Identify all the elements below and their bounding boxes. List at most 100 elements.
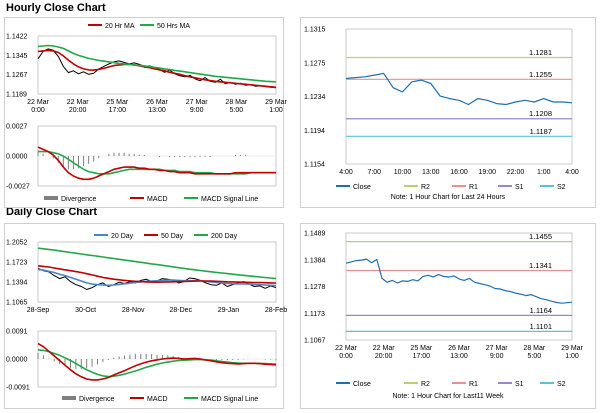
daily-price-xtick-label: 29-Jan (218, 307, 240, 314)
daily-macd-legend-0-label: Divergence (79, 396, 115, 403)
daily-price-xtick-label: 28-Dec (170, 307, 193, 314)
daily-macd-ytick-label: -0.0091 (6, 385, 30, 392)
hourly-price-xtick-time: 1:00 (269, 107, 283, 114)
daily-sr-xtick-time: 13:00 (450, 353, 468, 360)
hourly-macd-ytick-label: 0.0027 (6, 124, 28, 131)
hourly-sr-xtick-label: 16:00 (450, 169, 468, 176)
daily-sr-ytick-label: 1.1278 (304, 284, 326, 291)
daily-sr-xtick-time: 17:00 (413, 353, 431, 360)
hourly-price-xtick-date: 26 Mar (146, 99, 168, 106)
hourly-sr-xtick-label: 4:00 (565, 169, 579, 176)
daily-sr-note: Note: 1 Hour Chart for Last11 Week (392, 393, 504, 400)
hourly-price-xtick-time: 13:00 (148, 107, 166, 114)
hourly-sr-note: Note: 1 Hour Chart for Last 24 Hours (391, 194, 506, 201)
hourly-sr-xtick-label: 10:00 (394, 169, 412, 176)
daily-price-legend-1-label: 50 Day (161, 233, 184, 240)
hourly-price-legend-0-label: 20 Hr MA (105, 23, 135, 30)
daily-price-ytick-label: 1.1065 (6, 300, 28, 307)
hourly-price-50-hrs-ma-line (37, 44, 277, 83)
daily-sr-legend-3-label: S1 (515, 381, 524, 388)
hourly-macd-ytick-label: 0.0000 (6, 154, 28, 161)
daily-panel (4, 223, 284, 409)
daily-sr-xtick-date: 22 Mar (373, 345, 395, 352)
hourly-price-xtick-date: 22 Mar (27, 99, 49, 106)
hourly-macd-macd-line (37, 146, 276, 181)
hourly-price-ytick-label: 1.1267 (6, 72, 28, 79)
daily-macd-legend-2-label: MACD Signal Line (201, 396, 258, 403)
hourly-macd-legend-0-label: Divergence (61, 196, 97, 203)
daily-sr-xtick-time: 20:00 (375, 353, 393, 360)
daily-sr-legend-0-label: Close (353, 381, 371, 388)
hourly-macd-ytick-label: -0.0027 (6, 184, 30, 191)
hourly-sr-legend-3-label: S1 (515, 184, 524, 191)
daily-sr-r2-value: 1.1455 (529, 232, 552, 241)
daily-sr-close-line (345, 258, 573, 304)
hourly-price-20-hr-ma-line (37, 49, 277, 89)
hourly-price-xtick-time: 9:00 (190, 107, 204, 114)
daily-macd-legend-1-label: MACD (147, 396, 168, 403)
daily-price-ytick-label: 1.1723 (6, 260, 28, 267)
daily-macd-ytick-label: 0.0091 (6, 329, 28, 336)
daily-sr-xtick-date: 27 Mar (486, 345, 508, 352)
hourly-sr-legend-1-label: R2 (421, 184, 430, 191)
daily-sr-xtick-date: 28 Mar (523, 345, 545, 352)
daily-sr-legend-4-label: S2 (557, 381, 566, 388)
hourly-macd-legend-1-label: MACD (147, 196, 168, 203)
daily-price-xtick-label: 30-Oct (75, 307, 96, 314)
hourly-price-ytick-label: 1.1189 (6, 92, 27, 99)
hourly-sr-xtick-label: 22:00 (507, 169, 525, 176)
daily-macd-ytick-label: 0.0000 (6, 357, 28, 364)
daily-price-xtick-label: 28-Sep (27, 307, 50, 314)
hourly-macd-legend-0-swatch (44, 196, 58, 200)
daily-sr-s2-value: 1.1101 (530, 322, 552, 331)
hourly-price-ytick-label: 1.1345 (6, 53, 28, 60)
hourly-sr-s1-value: 1.1208 (529, 109, 552, 118)
hourly-sr-panel (300, 17, 596, 208)
daily-macd-macd-line (37, 342, 277, 381)
hourly-sr-ytick-label: 1.1194 (304, 128, 325, 135)
hourly-sr-xtick-label: 7:00 (367, 169, 381, 176)
daily-sr-xtick-time: 9:00 (490, 353, 504, 360)
hourly-price-xtick-time: 0:00 (31, 107, 45, 114)
daily-sr-legend-2-label: R1 (469, 381, 478, 388)
hourly-sr-xtick-label: 19:00 (478, 169, 496, 176)
daily-price-50-day-line (37, 265, 277, 284)
daily-sr-ytick-label: 1.1067 (304, 338, 326, 345)
daily-sr-xtick-date: 29 Mar (561, 345, 583, 352)
hourly-sr-ytick-label: 1.1154 (304, 162, 325, 169)
daily-price-ytick-label: 1.1394 (6, 280, 28, 287)
daily-price-xtick-label: 28-Feb (265, 307, 287, 314)
hourly-sr-legend-0-label: Close (353, 184, 371, 191)
hourly-sr-ytick-label: 1.1315 (304, 27, 326, 34)
daily-sr-xtick-date: 26 Mar (448, 345, 470, 352)
daily-sr-xtick-time: 1:00 (565, 353, 579, 360)
hourly-sr-close-line (345, 72, 573, 106)
daily-price-legend-0-label: 20 Day (111, 233, 134, 240)
daily-sr-plot-area (345, 232, 573, 341)
hourly-sr-ytick-label: 1.1234 (304, 94, 326, 101)
hourly-sr-plot-area (345, 28, 573, 165)
hourly-price-xtick-date: 22 Mar (67, 99, 89, 106)
hourly-price-xtick-date: 27 Mar (186, 99, 208, 106)
daily-section-title: Daily Close Chart (6, 206, 98, 218)
hourly-sr-legend-4-label: S2 (557, 184, 566, 191)
hourly-price-plot-area (37, 35, 277, 95)
daily-sr-ytick-label: 1.1173 (304, 311, 325, 318)
hourly-price-xtick-date: 25 Mar (106, 99, 128, 106)
daily-macd-legend-0-swatch (62, 396, 76, 400)
hourly-price-xtick-time: 20:00 (69, 107, 87, 114)
hourly-panel (4, 17, 284, 208)
hourly-sr-xtick-label: 13:00 (422, 169, 440, 176)
hourly-sr-legend-2-label: R1 (469, 184, 478, 191)
daily-price-200-day-line (37, 247, 277, 280)
hourly-sr-s2-value: 1.1187 (530, 127, 552, 136)
daily-sr-xtick-time: 5:00 (528, 353, 542, 360)
hourly-sr-xtick-label: 1:00 (537, 169, 551, 176)
daily-sr-xtick-time: 0:00 (339, 353, 353, 360)
daily-sr-r1-value: 1.1341 (529, 261, 552, 270)
hourly-price-legend-1-label: 50 Hrs MA (157, 23, 190, 30)
daily-sr-legend-1-label: R2 (421, 381, 430, 388)
hourly-price-xtick-time: 5:00 (230, 107, 244, 114)
daily-sr-s1-value: 1.1164 (530, 306, 552, 315)
